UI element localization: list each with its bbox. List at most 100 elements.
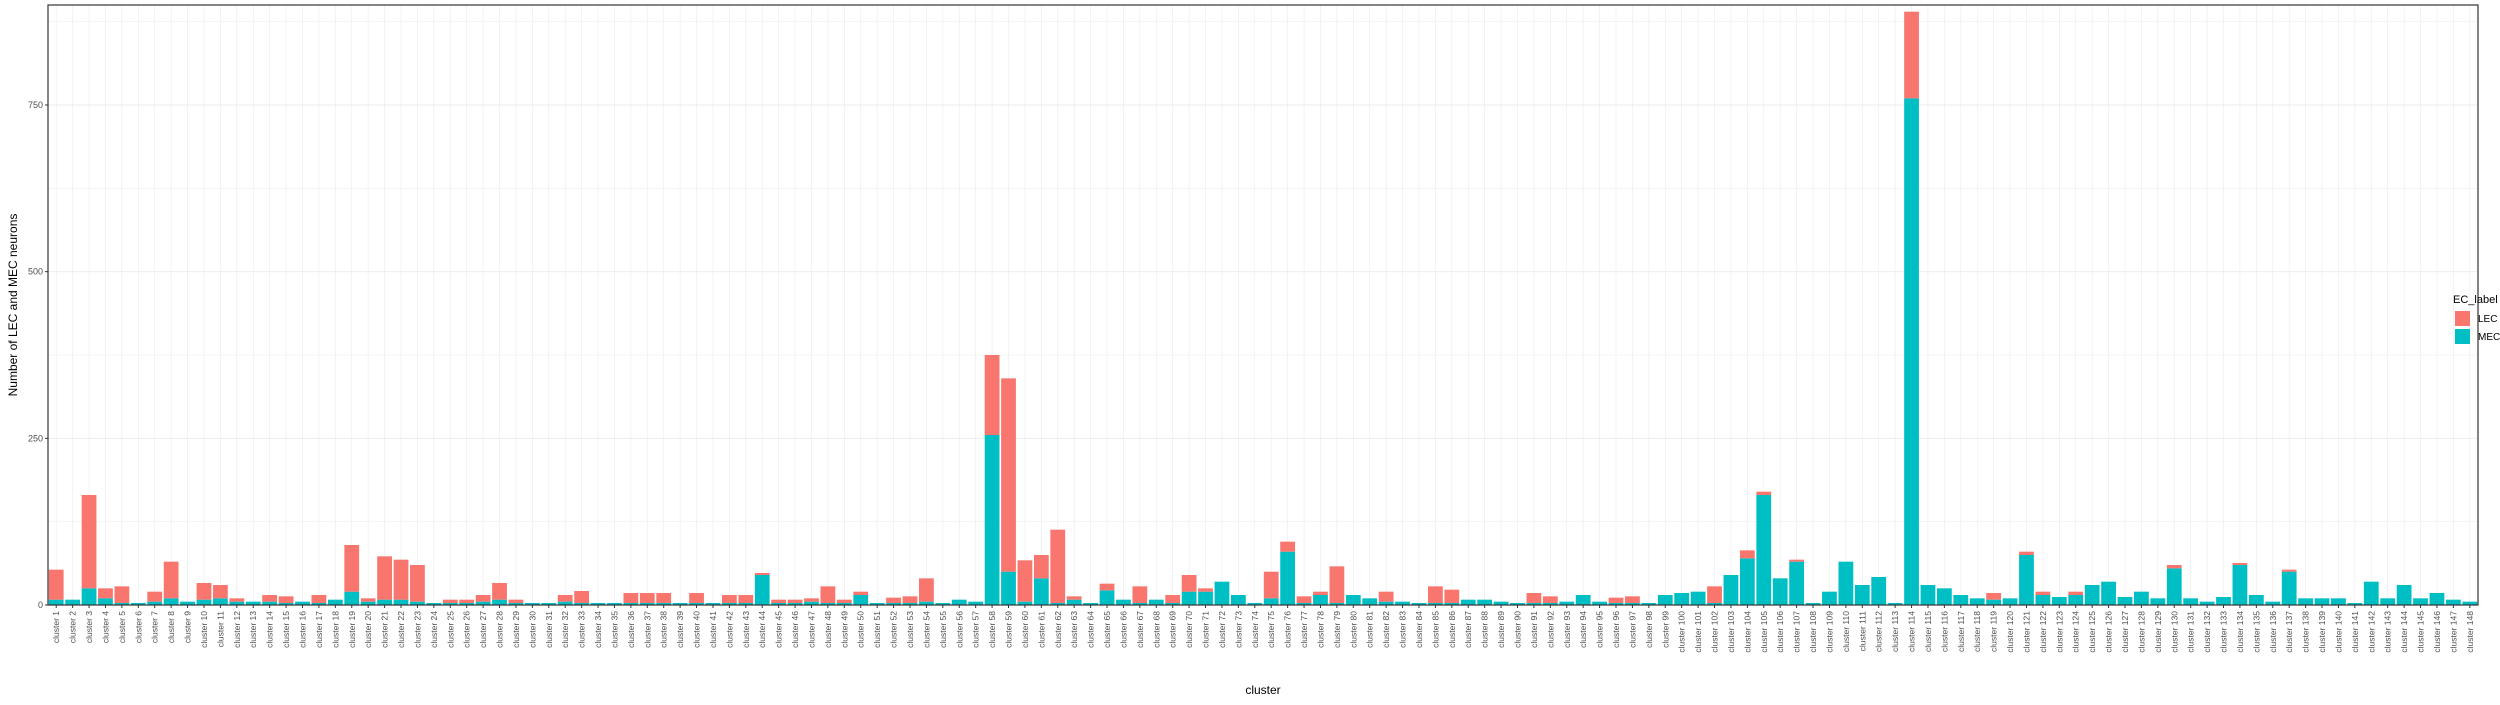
x-tick-label: cluster 71 xyxy=(1201,611,1211,648)
bar-mec-67 xyxy=(1132,603,1148,605)
x-tick-label: cluster 98 xyxy=(1644,611,1654,648)
bar-mec-109 xyxy=(1822,591,1837,605)
x-tick-label: cluster 16 xyxy=(297,611,307,648)
bar-mec-49 xyxy=(836,603,852,605)
x-tick-label: cluster 119 xyxy=(1989,611,1999,652)
x-tick-label: cluster 29 xyxy=(511,611,521,648)
x-tick-label: cluster 109 xyxy=(1824,611,1834,653)
x-tick-label: cluster 53 xyxy=(905,611,915,648)
x-tick-label: cluster 66 xyxy=(1118,611,1128,648)
bar-mec-56 xyxy=(951,599,967,605)
x-tick-label: cluster 73 xyxy=(1233,611,1243,648)
bar-mec-21 xyxy=(377,599,392,605)
bar-mec-112 xyxy=(1871,577,1887,605)
bar-mec-28 xyxy=(492,599,507,605)
x-tick-label: cluster 110 xyxy=(1841,611,1851,652)
x-tick-label: cluster 52 xyxy=(889,611,899,648)
bar-mec-130 xyxy=(2166,568,2182,605)
bar-lec-28 xyxy=(492,583,507,600)
bar-mec-13 xyxy=(245,601,261,605)
bar-lec-65 xyxy=(1099,583,1115,591)
x-tick-label: cluster 129 xyxy=(2153,611,2163,653)
bar-lec-134 xyxy=(2232,563,2248,565)
bar-mec-145 xyxy=(2413,598,2428,605)
x-tick-label: cluster 99 xyxy=(1660,611,1670,648)
x-tick-label: cluster 101 xyxy=(1693,611,1703,653)
x-tick-label: cluster 42 xyxy=(724,611,734,648)
x-tick-label: cluster 72 xyxy=(1217,611,1227,648)
x-tick-label: cluster 114 xyxy=(1907,611,1917,652)
bar-lec-12 xyxy=(229,598,245,602)
legend-key-mec xyxy=(2455,329,2470,344)
x-tick-label: cluster 28 xyxy=(495,611,505,648)
x-tick-label: cluster 104 xyxy=(1742,611,1752,653)
bar-lec-45 xyxy=(771,599,787,603)
x-tick-label: cluster 133 xyxy=(2219,611,2229,653)
bar-mec-20 xyxy=(360,601,376,605)
bar-lec-25 xyxy=(442,599,458,603)
bar-mec-93 xyxy=(1559,601,1575,605)
bar-mec-10 xyxy=(196,599,212,605)
x-tick-label: cluster 80 xyxy=(1348,611,1358,648)
x-tick-label: cluster 134 xyxy=(2235,611,2245,653)
bar-mec-36 xyxy=(623,603,639,605)
x-tick-label: cluster 48 xyxy=(823,611,833,648)
bar-lec-1 xyxy=(48,569,64,600)
bar-mec-43 xyxy=(738,603,754,605)
y-tick-label: 500 xyxy=(28,267,43,277)
bar-mec-91 xyxy=(1526,603,1542,605)
x-tick-label: cluster 84 xyxy=(1414,611,1424,648)
bar-lec-96 xyxy=(1608,597,1624,603)
bar-lec-70 xyxy=(1181,575,1197,592)
bar-mec-103 xyxy=(1723,575,1739,605)
bar-mec-78 xyxy=(1313,595,1328,605)
bar-mec-119 xyxy=(1986,599,2002,605)
bar-lec-7 xyxy=(147,591,163,602)
x-tick-label: cluster 103 xyxy=(1726,611,1736,653)
x-tick-label: cluster 5 xyxy=(117,611,127,643)
x-tick-label: cluster 17 xyxy=(314,611,324,648)
bar-mec-104 xyxy=(1739,558,1755,605)
x-axis: cluster 1 cluster 2 cluster 3 cluster 4 clus… xyxy=(51,605,2475,653)
bar-lec-75 xyxy=(1263,571,1279,599)
bar-mec-142 xyxy=(2363,581,2379,605)
x-tick-label: cluster 55 xyxy=(938,611,948,648)
y-axis: 0 250 500 750 xyxy=(28,100,48,610)
bar-lec-122 xyxy=(2035,591,2051,595)
x-tick-label: cluster 51 xyxy=(872,611,882,648)
bar-mec-121 xyxy=(2019,555,2034,605)
bar-mec-17 xyxy=(311,603,327,605)
x-tick-label: cluster 46 xyxy=(790,611,800,648)
bar-lec-20 xyxy=(360,598,376,602)
bar-mec-72 xyxy=(1214,581,1230,605)
bar-lec-58 xyxy=(984,355,1000,435)
x-tick-label: cluster 67 xyxy=(1135,611,1145,648)
x-tick-label: cluster 125 xyxy=(2087,611,2097,653)
bar-mec-44 xyxy=(754,575,770,605)
bar-mec-120 xyxy=(2002,598,2018,605)
bar-mec-7 xyxy=(147,601,163,605)
bar-mec-48 xyxy=(820,603,836,605)
bar-mec-62 xyxy=(1050,603,1066,605)
bar-lec-37 xyxy=(639,593,655,603)
bar-lec-104 xyxy=(1739,550,1755,559)
bar-mec-14 xyxy=(262,601,278,605)
bar-mec-85 xyxy=(1428,603,1443,605)
bar-mec-2 xyxy=(65,599,81,605)
grid-lines xyxy=(48,5,2478,606)
bar-mec-110 xyxy=(1838,561,1854,605)
bar-lec-17 xyxy=(311,595,327,603)
x-tick-label: cluster 64 xyxy=(1086,611,1096,648)
bar-lec-62 xyxy=(1050,529,1066,603)
bar-mec-32 xyxy=(557,601,573,605)
x-tick-label: cluster 127 xyxy=(2120,611,2130,653)
bar-mec-27 xyxy=(475,601,491,605)
bar-mec-30 xyxy=(524,603,540,605)
x-tick-label: cluster 118 xyxy=(1972,611,1982,652)
x-tick-label: cluster 74 xyxy=(1250,611,1260,648)
x-tick-label: cluster 142 xyxy=(2366,611,2376,653)
x-tick-label: cluster 40 xyxy=(692,611,702,648)
bar-lec-86 xyxy=(1444,589,1460,603)
bar-lec-14 xyxy=(262,595,278,602)
x-tick-label: cluster 63 xyxy=(1069,611,1079,648)
